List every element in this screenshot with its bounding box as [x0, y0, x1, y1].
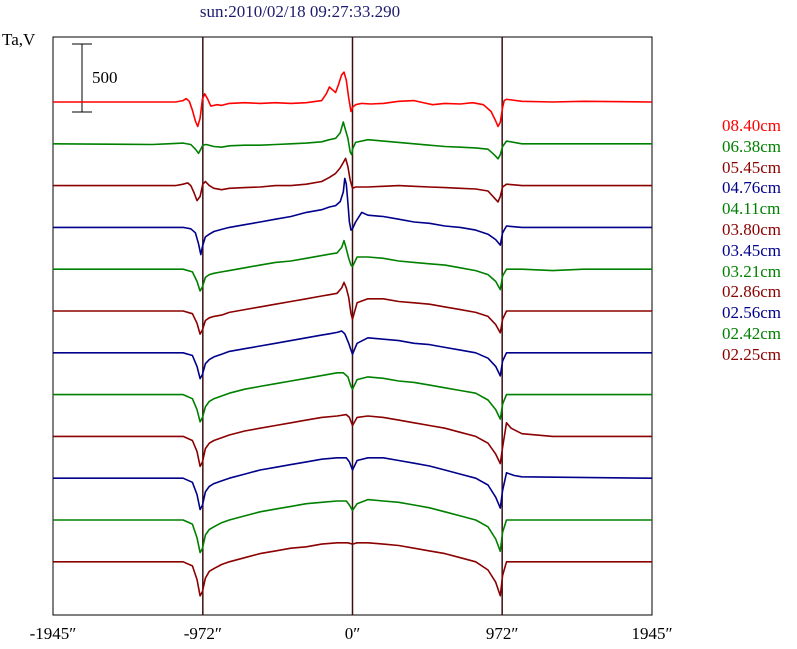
legend-entry: 03.21cm — [722, 261, 782, 281]
series-line-04.11cm — [53, 239, 652, 292]
series-line-02.86cm — [53, 413, 652, 468]
series-line-02.56cm — [53, 457, 653, 511]
series-line-03.45cm — [53, 330, 652, 380]
series-line-03.80cm — [53, 281, 652, 335]
scale-bar-label: 500 — [92, 68, 118, 87]
x-tick-label: 0″ — [344, 624, 361, 643]
legend-entry: 03.80cm — [722, 219, 782, 239]
series-line-05.45cm — [53, 157, 652, 203]
vertical-reference-lines — [202, 37, 503, 615]
x-tick-label: 972″ — [485, 624, 519, 643]
series-line-08.40cm — [53, 71, 653, 128]
chart-title: sun:2010/02/18 09:27:33.290 — [199, 2, 401, 21]
legend-entry: 04.76cm — [722, 178, 782, 198]
legend-entry: 03.45cm — [722, 240, 782, 260]
legend-entry: 02.25cm — [722, 344, 782, 364]
legend-entry: 05.45cm — [722, 157, 782, 177]
legend-entry: 08.40cm — [722, 116, 782, 135]
legend-entry: 02.86cm — [722, 282, 782, 302]
series-line-04.76cm — [53, 177, 652, 256]
legend-entry: 06.38cm — [722, 136, 782, 156]
x-tick-label: -1945″ — [29, 624, 77, 643]
legend-entry: 02.42cm — [722, 323, 782, 343]
series-line-06.38cm — [52, 121, 652, 160]
scale-bar: 500 — [72, 43, 118, 113]
legend-entry: 04.11cm — [722, 199, 781, 219]
x-tick-label: 1945″ — [631, 624, 673, 643]
series-line-03.21cm — [53, 372, 652, 423]
series-group — [52, 71, 653, 597]
legend-entry: 02.56cm — [722, 303, 782, 323]
series-line-02.42cm — [53, 498, 652, 554]
series-line-02.25cm — [53, 542, 652, 597]
legend: 08.40cm 06.38cm 05.45cm 04.76cm 04.11cm 03.80… — [722, 116, 781, 366]
x-tick-label: -972″ — [183, 624, 222, 643]
y-axis-label: Ta,V — [2, 30, 36, 49]
